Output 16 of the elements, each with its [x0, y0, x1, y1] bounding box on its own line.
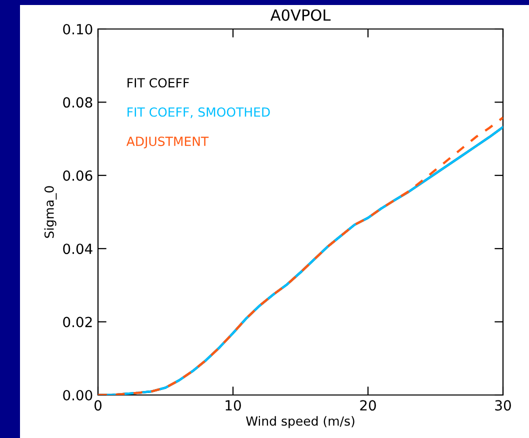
x-tick-label: 0 — [94, 400, 102, 411]
chart-title: A0VPOL — [270, 9, 331, 21]
y-tick-label: 0.02 — [63, 316, 92, 328]
x-tick-label: 20 — [360, 400, 376, 411]
y-tick-label: 0.00 — [63, 390, 92, 400]
x-axis-title: Wind speed (m/s) — [246, 416, 354, 428]
x-tick-label: 30 — [495, 400, 511, 411]
x-tick-label: 10 — [226, 400, 241, 411]
text: FIT COEFF — [128, 78, 189, 88]
y-tick-label: 0.06 — [63, 170, 92, 181]
y-axis-title: Sigma_0 — [44, 186, 57, 238]
y-tick-label: 0.10 — [63, 24, 92, 34]
y-tick-label: 0.08 — [63, 97, 92, 108]
text: ADJUSTMENT — [126, 136, 209, 148]
y-tick-label: 0.04 — [63, 244, 92, 254]
text: FIT COEFF, SMOOTHED — [128, 107, 270, 118]
